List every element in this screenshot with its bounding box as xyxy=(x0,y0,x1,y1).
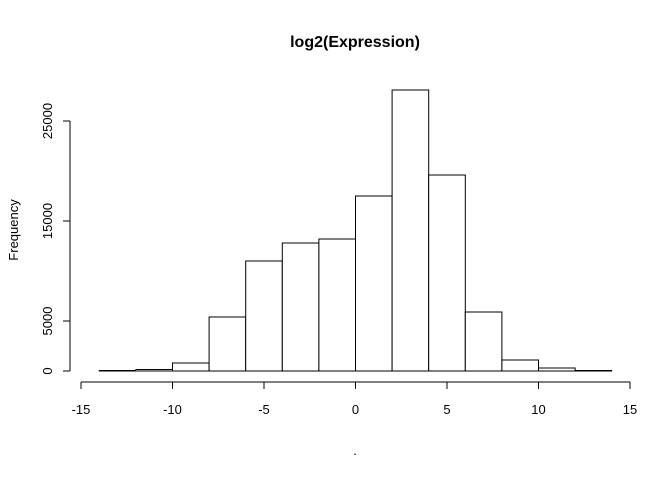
x-tick-label: -15 xyxy=(72,402,91,417)
y-tick-label: 5000 xyxy=(40,307,55,336)
x-tick-label: 15 xyxy=(623,402,637,417)
histogram-bar-12 xyxy=(538,367,576,372)
histogram-bar-1 xyxy=(135,369,173,372)
chart-title: log2(Expression) xyxy=(290,34,420,51)
histogram-bar-5 xyxy=(281,242,320,372)
histogram-bar-7 xyxy=(355,195,393,372)
x-tick-label: -10 xyxy=(163,402,182,417)
histogram-bar-10 xyxy=(464,311,503,372)
x-axis: -15 -10 -5 0 5 10 15 xyxy=(72,381,637,417)
histogram-bar-6 xyxy=(318,238,356,372)
x-tick-label: 10 xyxy=(531,402,545,417)
x-tick-label: -5 xyxy=(258,402,270,417)
x-axis-label: . xyxy=(353,443,357,458)
y-tick-label: 0 xyxy=(40,367,55,374)
y-axis-label: Frequency xyxy=(6,199,21,261)
x-tick-label: 5 xyxy=(443,402,450,417)
y-tick-label: 15000 xyxy=(40,203,55,239)
y-axis: 0 5000 15000 25000 xyxy=(40,103,71,375)
histogram-bar-0 xyxy=(98,370,137,372)
histogram-bar-11 xyxy=(501,359,539,372)
histogram-bar-8 xyxy=(391,89,430,372)
y-tick-label: 25000 xyxy=(40,103,55,139)
histogram-bar-13 xyxy=(574,370,613,372)
histogram-bars xyxy=(98,89,613,372)
histogram-bar-9 xyxy=(428,174,466,372)
histogram-bar-3 xyxy=(208,316,247,372)
histogram-bar-4 xyxy=(245,260,283,372)
x-tick-label: 0 xyxy=(352,402,359,417)
histogram-bar-2 xyxy=(172,362,210,372)
